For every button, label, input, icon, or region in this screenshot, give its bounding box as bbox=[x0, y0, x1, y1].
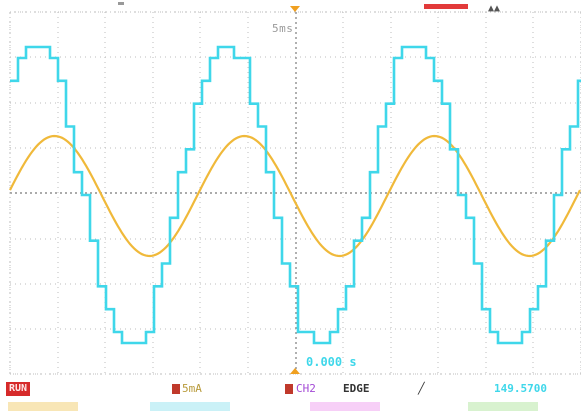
ch1-scale-indicator[interactable]: 5mA bbox=[172, 382, 202, 396]
top-status-bar-indicator bbox=[424, 4, 468, 9]
ch1-scale-label: 5mA bbox=[182, 382, 202, 395]
math-measurement-blur bbox=[310, 402, 380, 411]
frequency-readout: 149.5700 bbox=[494, 382, 547, 395]
ch2-indicator[interactable]: CH2 bbox=[285, 382, 316, 396]
top-indicator bbox=[118, 2, 124, 5]
ch2-measurement-blur bbox=[150, 402, 230, 411]
run-status-badge[interactable]: RUN bbox=[6, 382, 31, 396]
ch1-color-chip bbox=[172, 384, 180, 394]
ch1-waveform bbox=[9, 134, 581, 258]
acquisition-indicator-icon: ▲▲ bbox=[488, 3, 501, 14]
timebase-label: 5ms bbox=[272, 22, 294, 35]
ch2-color-chip bbox=[285, 384, 293, 394]
graticule bbox=[9, 11, 581, 375]
trigger-slope-icon[interactable]: ╱ bbox=[418, 382, 425, 395]
ch2-waveform bbox=[10, 45, 581, 345]
ch2-label: CH2 bbox=[296, 382, 316, 395]
trigger-position-marker-top[interactable] bbox=[290, 6, 300, 12]
trigger-position-marker-bottom[interactable] bbox=[290, 368, 300, 374]
status-bar: RUN 5mA CH2 EDGE ╱ 149.5700 bbox=[0, 382, 581, 398]
graticule-frame bbox=[9, 11, 581, 375]
trigger-type-label[interactable]: EDGE bbox=[343, 382, 370, 395]
channel-measurement-strip bbox=[0, 402, 581, 411]
ref-measurement-blur bbox=[468, 402, 538, 411]
trigger-time-readout: 0.000 s bbox=[306, 355, 357, 369]
ch1-measurement-blur bbox=[8, 402, 78, 411]
